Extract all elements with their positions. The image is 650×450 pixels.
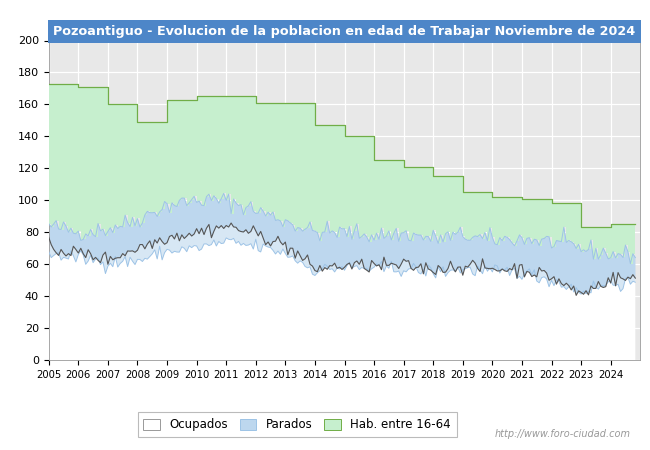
Title: Pozoantiguo - Evolucion de la poblacion en edad de Trabajar Noviembre de 2024: Pozoantiguo - Evolucion de la poblacion … [53, 25, 636, 38]
Text: http://www.foro-ciudad.com: http://www.foro-ciudad.com [495, 429, 630, 439]
Legend: Ocupados, Parados, Hab. entre 16-64: Ocupados, Parados, Hab. entre 16-64 [138, 412, 457, 437]
